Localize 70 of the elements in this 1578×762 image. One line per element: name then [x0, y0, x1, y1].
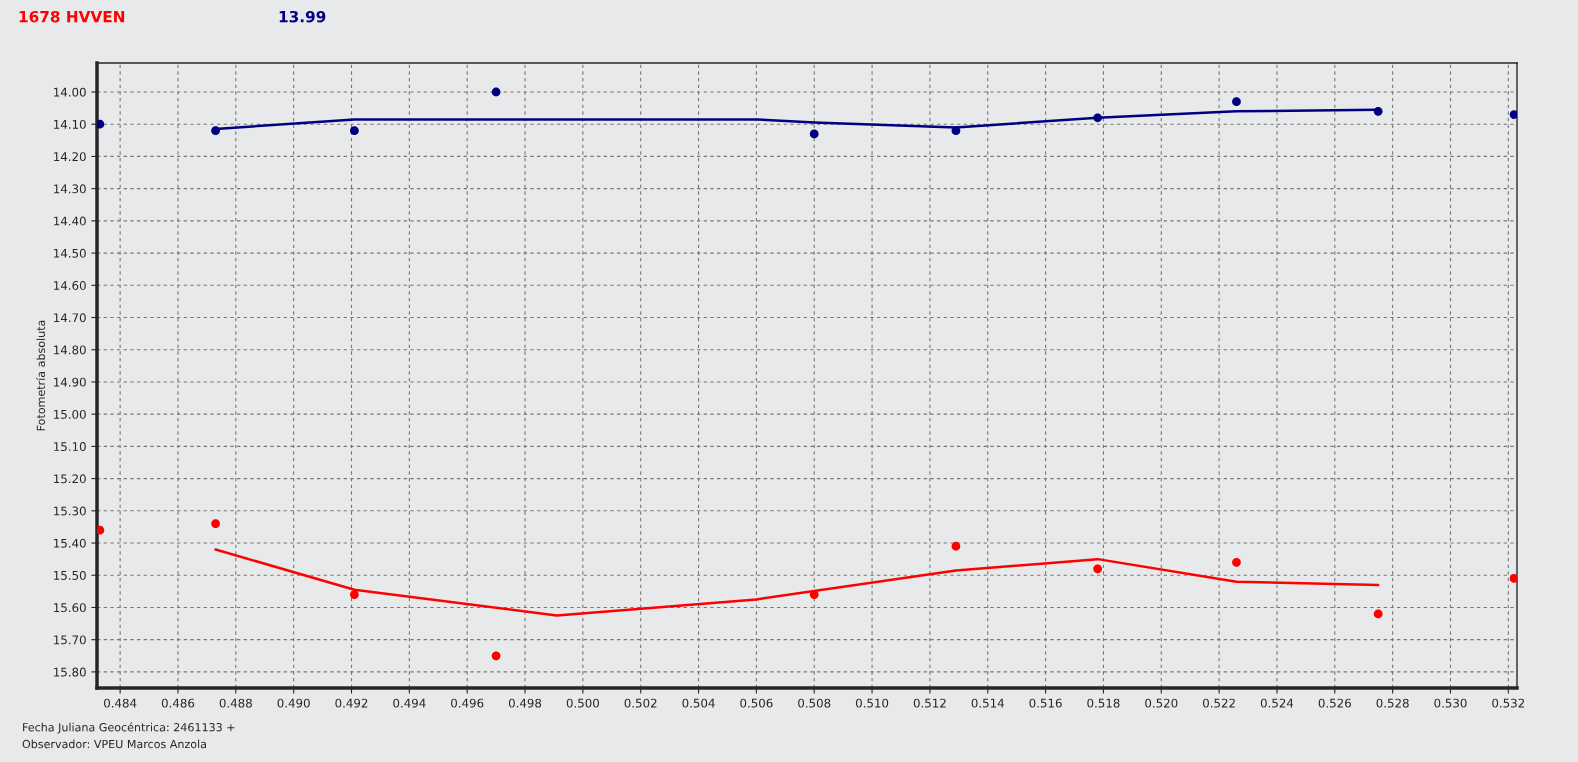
point: [211, 126, 220, 136]
point: [951, 126, 961, 136]
point: [350, 126, 359, 136]
y-tick-label: 14.20: [54, 152, 86, 162]
point: [1509, 574, 1517, 583]
x-tick-label: 0.500: [566, 698, 599, 708]
x-tick-label: 0.526: [1318, 698, 1351, 708]
x-tick-label: 0.528: [1376, 698, 1409, 708]
y-tick-label: 15.40: [54, 538, 86, 548]
x-tick-label: 0.532: [1492, 698, 1525, 708]
chart-subtitle: 13.99: [279, 10, 326, 23]
x-tick-label: 0.488: [219, 698, 252, 708]
x-tick-label: 0.492: [335, 698, 368, 708]
x-tick-label: 0.510: [855, 698, 889, 708]
x-tick-label: 0.508: [798, 698, 831, 708]
y-tick-label: 14.40: [54, 216, 86, 226]
x-tick-label: 0.496: [451, 698, 484, 708]
y-tick-label: 14.90: [54, 377, 86, 387]
y-tick-label: 15.60: [54, 603, 86, 613]
x-tick-label: 0.516: [1029, 698, 1062, 708]
x-tick-label: 0.486: [161, 698, 195, 708]
y-tick-label: 15.70: [54, 635, 86, 645]
text: Fecha Juliana Geocéntrica: 2461133 +: [23, 722, 235, 734]
y-tick-label: 14.00: [54, 87, 86, 97]
point: [1093, 564, 1103, 574]
x-tick-label: 0.530: [1434, 698, 1467, 708]
point: [1232, 97, 1241, 107]
x-tick-label: 0.502: [624, 698, 657, 708]
point: [1373, 106, 1383, 116]
point: [350, 590, 359, 599]
line-series: [214, 548, 1380, 617]
y-tick-label: 15.50: [54, 570, 86, 580]
x-tick-label: 0.512: [913, 698, 946, 708]
y-tick-label: 15.00: [54, 409, 86, 419]
point: [809, 129, 819, 139]
y-tick-label: 14.80: [54, 345, 86, 355]
y-tick-label: 15.30: [54, 506, 86, 516]
x-tick-label: 0.518: [1087, 698, 1120, 708]
point: [97, 525, 105, 535]
y-axis-title: Fotometría absoluta: [36, 320, 46, 431]
x-tick-label: 0.520: [1145, 698, 1178, 708]
y-tick-label: 14.70: [54, 313, 86, 323]
x-tick-label: 0.494: [393, 698, 426, 708]
y-tick-label: 14.60: [54, 281, 86, 290]
point: [809, 590, 819, 599]
y-tick-label: 14.50: [54, 248, 86, 258]
y-tick-label: 15.20: [54, 474, 86, 484]
x-tick-label: 0.514: [971, 698, 1004, 708]
x-tick-label: 0.522: [1203, 698, 1235, 708]
x-tick-label: 0.504: [682, 698, 715, 708]
point: [1509, 110, 1517, 119]
x-tick-label: 0.498: [508, 698, 542, 708]
text: Observador: VPEU Marcos Anzola: [22, 739, 206, 749]
point: [951, 541, 961, 551]
y-tick-label: 15.80: [54, 667, 86, 677]
point: [211, 519, 220, 529]
x-tick-label: 0.490: [277, 698, 310, 708]
y-tick-label: 14.30: [54, 184, 86, 194]
point: [491, 651, 501, 661]
chart-title: 1678 HVVEN: [19, 10, 125, 23]
y-tick-label: 15.10: [54, 442, 86, 452]
point: [491, 87, 501, 97]
x-tick-label: 0.484: [104, 698, 137, 708]
point: [1093, 113, 1103, 123]
point: [1232, 557, 1241, 567]
y-tick-label: 14.10: [54, 119, 86, 129]
x-tick-label: 0.506: [740, 698, 773, 708]
point: [1373, 609, 1383, 619]
x-tick-label: 0.524: [1260, 698, 1294, 708]
point: [97, 119, 105, 129]
